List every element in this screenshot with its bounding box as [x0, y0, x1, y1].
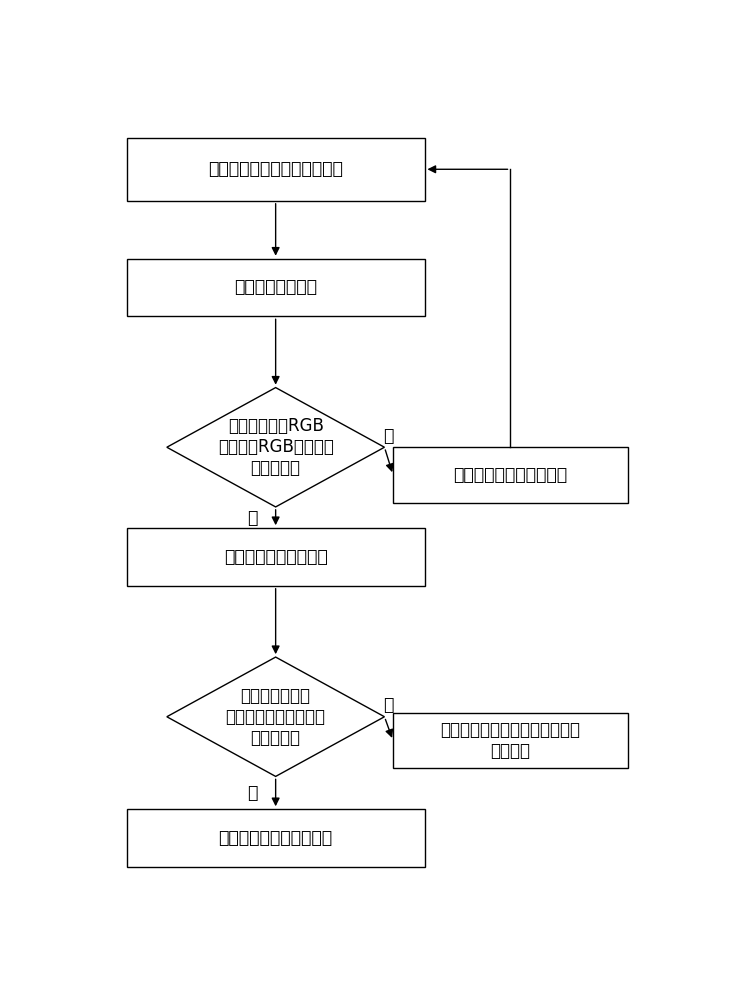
Bar: [393, 447, 628, 503]
Text: 实际贴放位置与
正确贴放位置误差超过
允许范围？: 实际贴放位置与 正确贴放位置误差超过 允许范围？: [225, 687, 326, 747]
Text: 否: 否: [248, 784, 258, 802]
Bar: [393, 713, 628, 768]
Text: 正确贴放区域识别: 正确贴放区域识别: [234, 278, 317, 296]
Bar: [127, 528, 424, 586]
Text: 重新贴放该颜色的电极片: 重新贴放该颜色的电极片: [454, 466, 568, 484]
Text: 电极片的颜色贴放正确: 电极片的颜色贴放正确: [224, 548, 327, 566]
Bar: [127, 138, 424, 201]
Bar: [127, 259, 424, 316]
Polygon shape: [167, 657, 384, 776]
Text: 是: 是: [384, 696, 394, 714]
Polygon shape: [167, 388, 384, 507]
Text: 否: 否: [384, 427, 394, 445]
Text: 三维重建人体上半身三维模型: 三维重建人体上半身三维模型: [208, 160, 343, 178]
Text: 是: 是: [248, 509, 258, 527]
Bar: [127, 809, 424, 867]
Text: 当前电极片存在错接情况，需要
重新贴放: 当前电极片存在错接情况，需要 重新贴放: [440, 721, 580, 760]
Text: 当前电极片贴放位置正确: 当前电极片贴放位置正确: [219, 829, 333, 847]
Text: 电极片实际的RGB
与理论的RGB误差在允
许范围内？: 电极片实际的RGB 与理论的RGB误差在允 许范围内？: [218, 417, 333, 477]
